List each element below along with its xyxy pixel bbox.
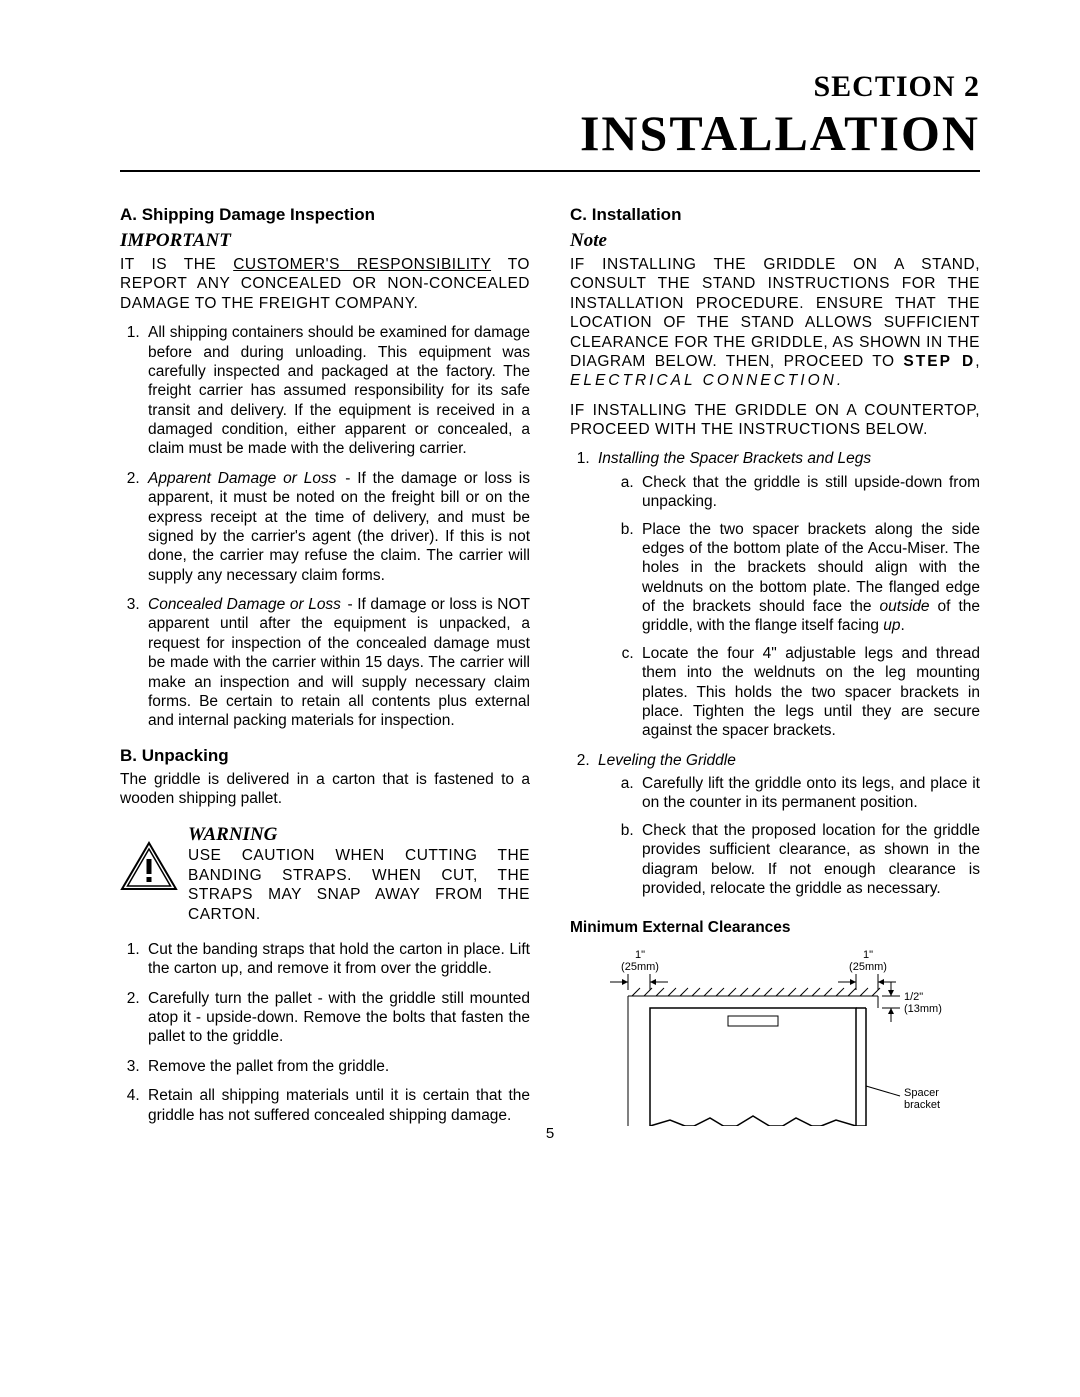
list-b: Cut the banding straps that hold the car… [120,940,530,1125]
dim-half: 1/2" [904,991,923,1003]
warning-block: WARNING USE CAUTION WHEN CUTTING THE BAN… [120,819,530,934]
content-columns: A. Shipping Damage Inspection IMPORTANT … [120,190,980,1141]
min-clearances-label: Minimum External Clearances [570,918,980,937]
note1-step: STEP D [903,353,975,370]
note1-em: ELECTRICAL CONNECTION [570,372,837,389]
important-label: IMPORTANT [120,229,530,253]
right-column: C. Installation Note IF INSTALLING THE G… [570,190,980,1141]
spacer-label-1: Spacer [904,1087,939,1099]
c1-head: Installing the Spacer Brackets and Legs [598,450,871,467]
a-item-3-lead: Concealed Damage or Loss [148,596,341,613]
left-column: A. Shipping Damage Inspection IMPORTANT … [120,190,530,1141]
c2b: Check that the proposed location for the… [638,821,980,899]
c1-sublist: Check that the griddle is still upside-d… [598,473,980,741]
c2a: Carefully lift the griddle onto its legs… [638,774,980,813]
dim-25mm-right: (25mm) [849,961,887,973]
c2-sublist: Carefully lift the griddle onto its legs… [598,774,980,898]
important-pre: IT IS THE [120,256,233,273]
page: SECTION 2 INSTALLATION A. Shipping Damag… [0,0,1080,1197]
note-label: Note [570,229,980,253]
warning-body: WARNING USE CAUTION WHEN CUTTING THE BAN… [188,819,530,934]
c1b-post: . [901,617,905,634]
important-underline: CUSTOMER'S RESPONSIBILITY [233,256,491,273]
section-label: SECTION 2 [120,70,980,104]
dim-1in-right: 1" [863,949,873,961]
heading-a: A. Shipping Damage Inspection [120,204,530,225]
note1-comma: , [975,353,980,370]
c-item-1: Installing the Spacer Brackets and Legs … [594,449,980,740]
heading-c: C. Installation [570,204,980,225]
c-item-2: Leveling the Griddle Carefully lift the … [594,751,980,899]
b-item-3: Remove the pallet from the griddle. [144,1057,530,1076]
a-item-3: Concealed Damage or Loss - If damage or … [144,595,530,731]
warning-icon [120,841,178,896]
note1-period: . [837,372,842,389]
a-item-1: All shipping containers should be examin… [144,323,530,459]
b-intro: The griddle is delivered in a carton tha… [120,770,530,809]
dim-25mm-left: (25mm) [621,961,659,973]
warning-text: USE CAUTION WHEN CUTTING THE BANDING STR… [188,846,530,924]
c2-head: Leveling the Griddle [598,752,736,769]
a-item-2: Apparent Damage or Loss - If the damage … [144,469,530,585]
dim-13mm: (13mm) [904,1003,942,1015]
c1b-em2: up [883,617,900,634]
b-item-2: Carefully turn the pallet - with the gri… [144,989,530,1047]
list-a: All shipping containers should be examin… [120,323,530,731]
b-item-4: Retain all shipping materials until it i… [144,1086,530,1125]
c1a: Check that the griddle is still upside-d… [638,473,980,512]
c1b-em1: outside [880,598,930,615]
list-c: Installing the Spacer Brackets and Legs … [570,449,980,898]
b-item-1: Cut the banding straps that hold the car… [144,940,530,979]
page-title: INSTALLATION [120,104,980,162]
spacer-label-2: bracket [904,1099,940,1111]
note-1: IF INSTALLING THE GRIDDLE ON A STAND, CO… [570,255,980,391]
c1c: Locate the four 4" adjustable legs and t… [638,644,980,741]
heading-b: B. Unpacking [120,745,530,766]
a-item-2-lead: Apparent Damage or Loss [148,470,336,487]
clearance-diagram: 1" (25mm) 1" (25mm) [600,946,980,1141]
note-2: IF INSTALLING THE GRIDDLE ON A COUNTERTO… [570,401,980,440]
a-item-3-rest: - If damage or loss is NOT apparent unti… [148,596,530,729]
dim-1in-left: 1" [635,949,645,961]
important-text: IT IS THE CUSTOMER'S RESPONSIBILITY TO R… [120,255,530,313]
c1b: Place the two spacer brackets along the … [638,520,980,636]
title-rule [120,170,980,172]
warning-label: WARNING [188,823,530,847]
